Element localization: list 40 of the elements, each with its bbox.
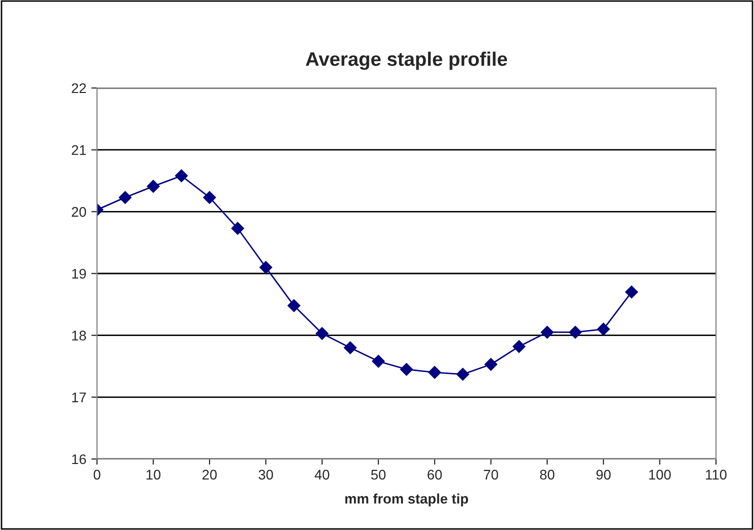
point (203, 191, 216, 204)
point (146, 180, 160, 193)
point (316, 327, 329, 340)
point (400, 362, 413, 376)
point (597, 322, 610, 336)
y-tick-label: 22 (72, 83, 86, 94)
y-tick-label: 20 (72, 207, 86, 217)
x-axis-title: mm from staple tip (345, 493, 468, 506)
y-tick-label: 18 (72, 330, 86, 341)
y-tick-label: 19 (72, 268, 86, 279)
chart-title: Average staple profile (306, 52, 508, 70)
x-tick-label: 40 (314, 470, 330, 480)
x-tick-label: 110 (706, 470, 727, 480)
point (344, 341, 357, 354)
point (625, 286, 638, 298)
point (288, 299, 300, 312)
point (456, 368, 470, 381)
x-tick-label: 10 (146, 470, 160, 480)
point (484, 358, 498, 371)
x-tick-label: 50 (371, 470, 386, 480)
y-tick-label: 21 (72, 145, 86, 155)
point (428, 366, 442, 379)
x-tick-label: 90 (596, 470, 611, 480)
y-tick-label: 16 (72, 454, 86, 464)
point (174, 169, 188, 182)
x-tick-label: 100 (649, 470, 671, 480)
x-tick-label: 0 (94, 470, 100, 480)
x-tick-label: 20 (202, 470, 217, 480)
point (259, 260, 272, 274)
point (118, 191, 132, 204)
y-tick-label: 17 (72, 392, 86, 402)
point (540, 326, 554, 339)
point (568, 326, 582, 339)
point (231, 222, 244, 235)
x-tick-label: 80 (540, 470, 554, 480)
x-tick-label: 60 (428, 470, 442, 480)
point (372, 354, 385, 368)
x-tick-label: 70 (484, 470, 498, 480)
x-tick-label: 30 (258, 470, 273, 480)
point (512, 340, 526, 353)
